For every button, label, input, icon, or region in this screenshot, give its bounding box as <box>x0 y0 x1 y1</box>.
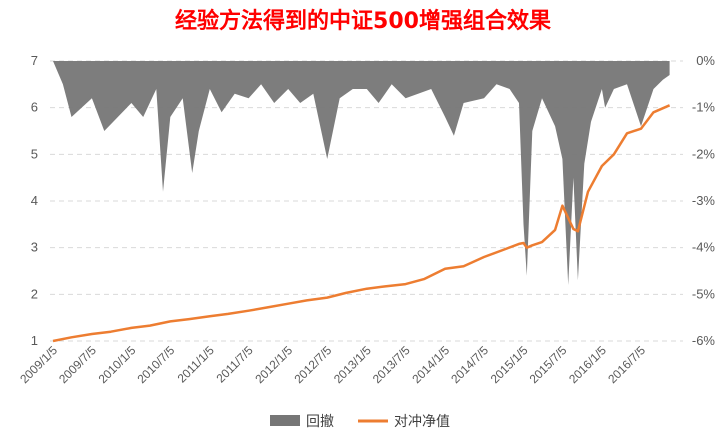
left-tick-label: 3 <box>31 240 38 255</box>
x-tick-label: 2009/1/5 <box>17 343 60 386</box>
right-tick-label: 0% <box>696 53 715 68</box>
left-tick-label: 7 <box>31 53 38 68</box>
right-tick-label: -5% <box>692 286 716 301</box>
x-tick-label: 2014/1/5 <box>409 343 452 386</box>
drawdown-area <box>53 61 670 285</box>
right-tick-label: -4% <box>692 240 716 255</box>
nav-line <box>52 104 671 343</box>
legend-label-nav: 对冲净值 <box>394 414 450 430</box>
x-tick-label: 2009/7/5 <box>56 343 99 386</box>
x-tick-label: 2016/7/5 <box>605 343 648 386</box>
chart-title: 经验方法得到的中证500增强组合效果 <box>175 8 551 34</box>
x-tick-label: 2013/1/5 <box>331 343 374 386</box>
x-tick-label: 2013/7/5 <box>370 343 413 386</box>
x-axis: 2009/1/52009/7/52010/1/52010/7/52011/1/5… <box>17 343 648 386</box>
x-tick-label: 2010/1/5 <box>96 343 139 386</box>
left-axis: 1 2 3 4 5 6 7 <box>31 53 38 348</box>
left-tick-label: 4 <box>31 193 38 208</box>
x-tick-label: 2011/7/5 <box>213 343 256 386</box>
drawdown-area-layer <box>53 61 670 285</box>
right-tick-label: -3% <box>692 193 716 208</box>
legend-label-drawdown: 回撤 <box>306 414 334 430</box>
x-tick-label: 2010/7/5 <box>134 343 177 386</box>
right-axis: 0% -1% -2% -3% -4% -5% -6% <box>692 53 716 348</box>
left-tick-label: 2 <box>31 286 38 301</box>
right-tick-label: -1% <box>692 100 716 115</box>
legend-swatch-drawdown <box>270 415 300 426</box>
left-tick-label: 1 <box>31 333 38 348</box>
x-tick-label: 2012/7/5 <box>291 343 334 386</box>
x-tick-label: 2011/1/5 <box>175 343 218 386</box>
right-tick-label: -6% <box>692 333 716 348</box>
x-tick-label: 2016/1/5 <box>566 343 609 386</box>
legend: 回撤 对冲净值 <box>270 414 450 430</box>
x-tick-label: 2014/7/5 <box>448 343 491 386</box>
left-tick-label: 6 <box>31 100 38 115</box>
left-tick-label: 5 <box>31 146 38 161</box>
x-tick-label: 2015/1/5 <box>488 343 531 386</box>
x-tick-label: 2015/7/5 <box>527 343 570 386</box>
nav-line-layer <box>52 104 671 343</box>
x-tick-label: 2012/1/5 <box>252 343 295 386</box>
right-tick-label: -2% <box>692 146 716 161</box>
